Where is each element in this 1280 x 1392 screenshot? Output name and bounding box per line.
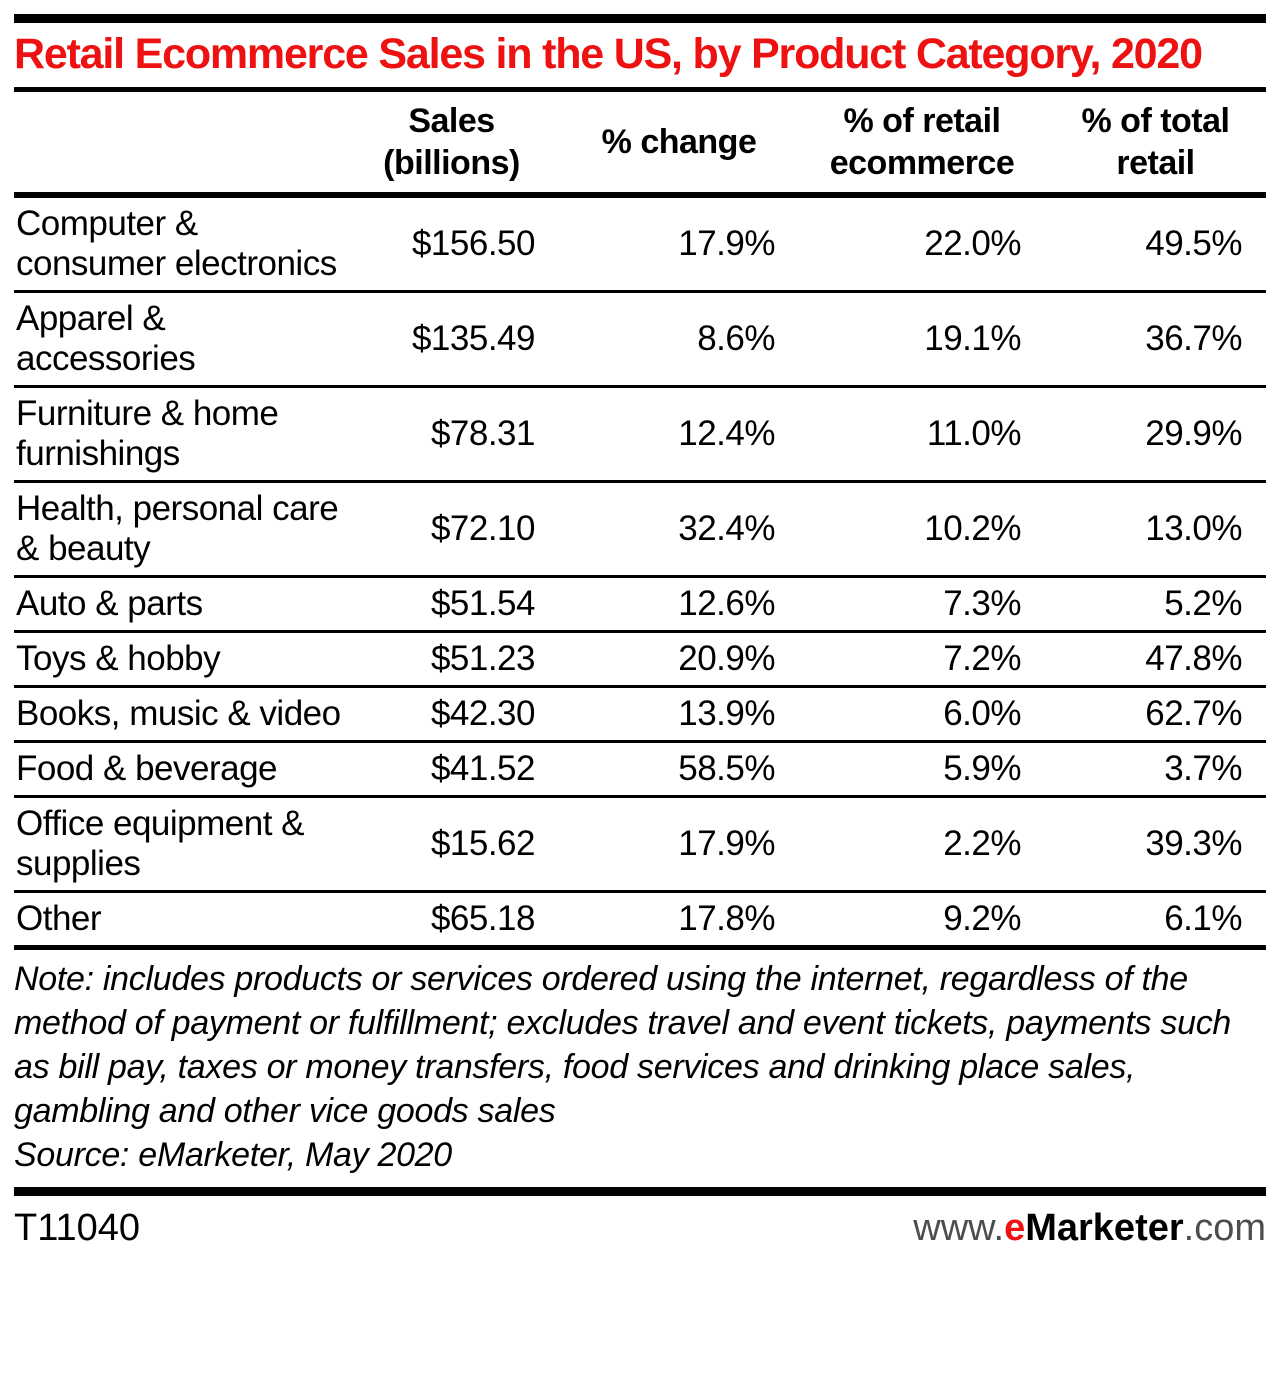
retail-ecommerce-cell: 2.2% xyxy=(943,824,1021,863)
table-row: Computer & consumer electronics $156.50 17… xyxy=(14,195,1266,292)
header-pct-change: % change xyxy=(601,123,757,161)
category-cell: Apparel & accessories xyxy=(16,299,196,378)
table-bottom-divider xyxy=(14,945,1266,950)
table-row: Apparel & accessories $135.49 8.6% 19.1% 36.… xyxy=(14,291,1266,387)
footer: T11040 www.eMarketer.com xyxy=(14,1206,1266,1250)
change-cell: 58.5% xyxy=(678,749,775,788)
change-cell: 12.4% xyxy=(678,414,775,453)
total-retail-cell: 3.7% xyxy=(1164,749,1242,788)
website-marketer: Marketer xyxy=(1025,1207,1184,1249)
category-cell: Auto & parts xyxy=(16,584,203,623)
table-row: Furniture & home furnishings $78.31 12.4% 1… xyxy=(14,386,1266,482)
change-cell: 17.9% xyxy=(678,824,775,863)
header-sales-billions: Sales (billions) xyxy=(383,102,520,182)
chart-id: T11040 xyxy=(14,1207,141,1249)
footer-divider-bar xyxy=(14,1187,1266,1196)
sales-cell: $15.62 xyxy=(430,824,536,863)
retail-ecommerce-cell: 7.2% xyxy=(943,639,1021,678)
change-cell: 13.9% xyxy=(678,694,775,733)
title-divider xyxy=(14,87,1266,92)
sales-cell: $135.49 xyxy=(411,319,536,358)
table-row: Toys & hobby $51.23 20.9% 7.2% 47.8% xyxy=(14,631,1266,687)
total-retail-cell: 5.2% xyxy=(1164,584,1242,623)
retail-ecommerce-cell: 7.3% xyxy=(943,584,1021,623)
table-row: Food & beverage $41.52 58.5% 5.9% 3.7% xyxy=(14,741,1266,797)
category-cell: Office equipment & supplies xyxy=(16,804,305,883)
sales-cell: $78.31 xyxy=(430,414,536,453)
sales-cell: $156.50 xyxy=(411,224,536,263)
sales-cell: $72.10 xyxy=(430,509,536,548)
category-cell: Furniture & home furnishings xyxy=(16,394,279,473)
table-row: Other $65.18 17.8% 9.2% 6.1% xyxy=(14,891,1266,946)
table-row: Books, music & video $42.30 13.9% 6.0% 62.7% xyxy=(14,686,1266,742)
retail-ecommerce-cell: 6.0% xyxy=(943,694,1021,733)
retail-ecommerce-cell: 22.0% xyxy=(924,224,1021,263)
website-www: www. xyxy=(913,1207,1005,1249)
change-cell: 8.6% xyxy=(697,319,775,358)
sales-cell: $41.52 xyxy=(430,749,536,788)
table-row: Office equipment & supplies $15.62 17.9% 2.… xyxy=(14,796,1266,892)
sales-cell: $42.30 xyxy=(430,694,536,733)
retail-ecommerce-cell: 11.0% xyxy=(926,414,1022,453)
change-cell: 20.9% xyxy=(678,639,775,678)
change-cell: 17.8% xyxy=(678,899,775,938)
sales-cell: $51.23 xyxy=(430,639,536,678)
top-divider-bar xyxy=(14,14,1266,23)
total-retail-cell: 13.0% xyxy=(1145,509,1242,548)
retail-ecommerce-cell: 19.1% xyxy=(924,319,1021,358)
category-cell: Toys & hobby xyxy=(16,639,221,678)
total-retail-cell: 36.7% xyxy=(1145,319,1242,358)
category-cell: Computer & consumer electronics xyxy=(16,204,337,283)
sales-cell: $51.54 xyxy=(430,584,536,623)
retail-ecommerce-cell: 5.9% xyxy=(943,749,1021,788)
header-pct-retail-ecommerce: % of retail ecommerce xyxy=(829,102,1015,182)
total-retail-cell: 47.8% xyxy=(1145,639,1242,678)
change-cell: 12.6% xyxy=(678,584,775,623)
table-body: Computer & consumer electronics $156.50 17… xyxy=(14,195,1266,945)
data-table: Sales (billions) % change % of retail ec… xyxy=(14,92,1266,945)
total-retail-cell: 62.7% xyxy=(1145,694,1242,733)
category-cell: Food & beverage xyxy=(16,749,278,788)
category-cell: Other xyxy=(16,899,102,938)
retail-ecommerce-cell: 9.2% xyxy=(943,899,1021,938)
category-cell: Health, personal care & beauty xyxy=(16,489,339,568)
total-retail-cell: 39.3% xyxy=(1145,824,1242,863)
chart-title: Retail Ecommerce Sales in the US, by Pro… xyxy=(14,30,1203,78)
source-text: Source: eMarketer, May 2020 xyxy=(14,1136,452,1174)
retail-ecommerce-cell: 10.2% xyxy=(924,509,1021,548)
change-cell: 32.4% xyxy=(678,509,775,548)
header-pct-total-retail: % of total retail xyxy=(1081,102,1230,182)
total-retail-cell: 6.1% xyxy=(1164,899,1242,938)
header-category xyxy=(14,92,344,195)
table-row: Auto & parts $51.54 12.6% 7.3% 5.2% xyxy=(14,576,1266,632)
change-cell: 17.9% xyxy=(678,224,775,263)
website-text: www.eMarketer.com xyxy=(913,1206,1266,1250)
total-retail-cell: 49.5% xyxy=(1145,224,1242,263)
category-cell: Books, music & video xyxy=(16,694,341,733)
total-retail-cell: 29.9% xyxy=(1145,414,1242,453)
table-header: Sales (billions) % change % of retail ec… xyxy=(14,92,1266,195)
sales-cell: $65.18 xyxy=(430,899,536,938)
website-com: .com xyxy=(1183,1207,1266,1249)
table-row: Health, personal care & beauty $72.10 32.4… xyxy=(14,481,1266,577)
website-e: e xyxy=(1004,1207,1026,1249)
header-row: Sales (billions) % change % of retail ec… xyxy=(14,92,1266,195)
note-text: Note: includes products or services orde… xyxy=(14,960,1232,1130)
